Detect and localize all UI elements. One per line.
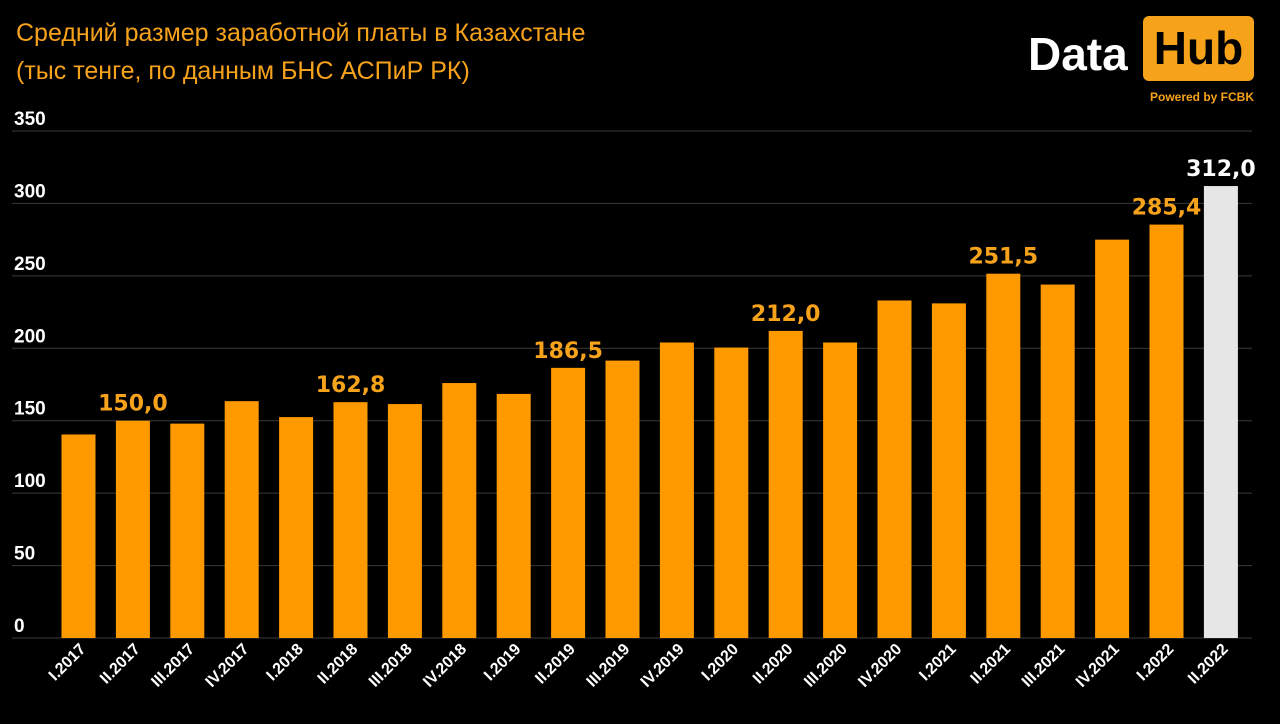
data-label: 251,5 — [969, 245, 1039, 270]
bar-IV.2018 — [442, 383, 477, 638]
bar-II.2020 — [768, 330, 803, 638]
bars — [61, 186, 1238, 639]
bar-III.2018 — [387, 404, 422, 638]
logo-data-text: Data — [1028, 28, 1128, 80]
x-tick-label: III.2017 — [148, 641, 198, 691]
x-tick-label: III.2019 — [584, 641, 634, 691]
x-tick-label: II.2021 — [968, 641, 1015, 688]
chart-title-line-2: (тыс тенге, по данным БНС АСПиР РК) — [16, 57, 470, 85]
data-label: 150,0 — [98, 392, 168, 417]
bar-IV.2021 — [1095, 239, 1130, 638]
y-tick-label: 0 — [14, 616, 25, 637]
bar-I.2020 — [714, 347, 749, 638]
y-tick-label: 50 — [14, 544, 35, 565]
y-tick-label: 100 — [14, 471, 46, 492]
y-tick-label: 300 — [14, 181, 46, 202]
y-tick-label: 250 — [14, 254, 46, 275]
bar-II.2018 — [333, 402, 368, 638]
y-tick-label: 350 — [14, 109, 46, 130]
bar-I.2017 — [61, 434, 96, 638]
x-tick-label: IV.2018 — [420, 641, 470, 691]
x-tick-label: II.2020 — [750, 641, 797, 688]
data-label: 162,8 — [316, 373, 386, 398]
chart-title: Средний размер заработной платы в Казахс… — [16, 14, 586, 90]
bar-III.2020 — [823, 342, 858, 638]
bar-II.2019 — [551, 367, 586, 638]
y-tick-label: 150 — [14, 399, 46, 420]
x-tick-label: III.2021 — [1019, 641, 1069, 691]
data-label: 285,4 — [1132, 196, 1202, 221]
x-tick-label: II.2018 — [315, 641, 362, 688]
x-tick-label: I.2020 — [699, 641, 743, 685]
bar-IV.2020 — [877, 300, 912, 638]
x-tick-label: II.2017 — [97, 641, 144, 688]
bar-I.2021 — [931, 303, 966, 638]
y-tick-label: 200 — [14, 326, 46, 347]
datahub-logo: Data Hub Powered by FCBK — [1028, 16, 1254, 104]
bar-II.2022 — [1203, 186, 1238, 638]
bar-II.2017 — [115, 420, 150, 638]
x-tick-label: I.2022 — [1134, 641, 1178, 685]
x-tick-label: I.2017 — [46, 641, 90, 685]
logo-hub-badge: Hub — [1143, 16, 1254, 81]
data-label: 312,0 — [1186, 157, 1256, 182]
bar-I.2019 — [496, 393, 531, 638]
x-tick-label: III.2020 — [801, 641, 851, 691]
x-tick-label: I.2018 — [263, 641, 307, 685]
logo-powered-by: Powered by FCBK — [1149, 90, 1254, 104]
y-axis-ticks: 0 50 100 150 200 250 300 350 — [14, 109, 46, 637]
x-tick-label: III.2018 — [366, 641, 416, 691]
x-tick-label: II.2022 — [1185, 641, 1232, 688]
data-labels: 150,0 162,8 186,5 212,0 251,5 285,4 312,0 — [98, 157, 1256, 417]
data-label: 186,5 — [533, 339, 603, 364]
data-label: 212,0 — [751, 302, 821, 327]
bar-I.2022 — [1149, 224, 1184, 639]
bar-I.2018 — [279, 417, 314, 638]
x-tick-label: IV.2017 — [203, 641, 253, 691]
bar-III.2021 — [1040, 284, 1075, 638]
bar-III.2017 — [170, 423, 205, 638]
x-tick-label: IV.2019 — [638, 641, 688, 691]
bar-II.2021 — [986, 273, 1021, 638]
x-tick-label: IV.2021 — [1073, 641, 1123, 691]
x-tick-label: I.2021 — [916, 641, 960, 685]
x-tick-label: IV.2020 — [855, 641, 905, 691]
bar-IV.2017 — [224, 401, 259, 638]
x-axis-ticks: I.2017 II.2017 III.2017 IV.2017 I.2018 II.201… — [46, 641, 1232, 691]
bar-III.2019 — [605, 360, 640, 638]
x-tick-label: I.2019 — [481, 641, 525, 685]
bar-IV.2019 — [659, 342, 694, 638]
x-tick-label: II.2019 — [532, 641, 579, 688]
chart-title-line-1: Средний размер заработной платы в Казахс… — [16, 19, 586, 47]
